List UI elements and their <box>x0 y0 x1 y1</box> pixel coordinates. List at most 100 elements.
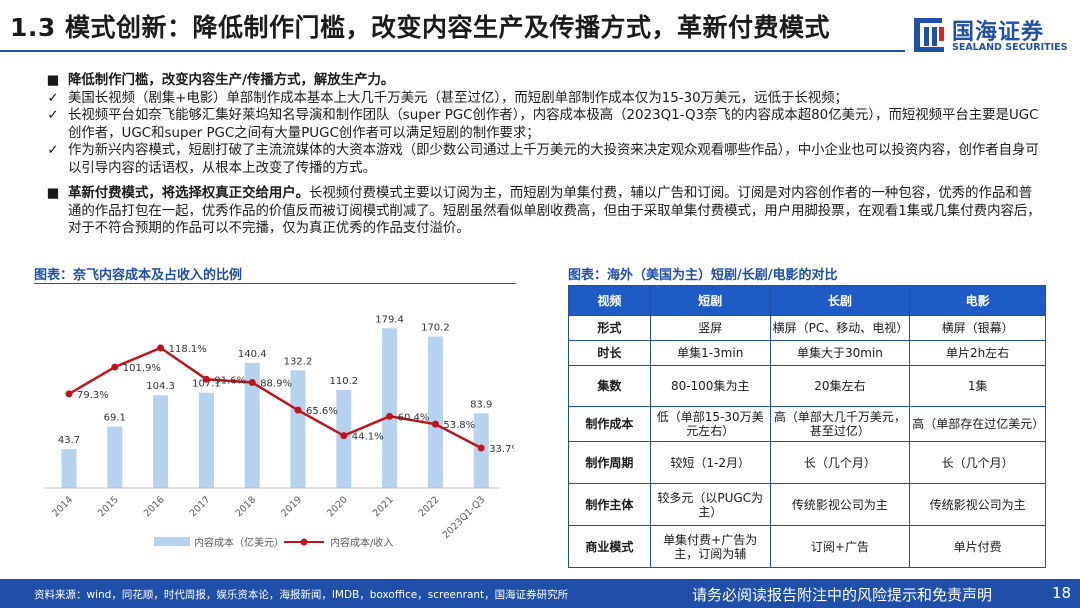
bullet-heading-2: ■ 革新付费模式，将选择权真正交给用户。长视频付费模式主要以订阅为主，而短剧为单… <box>44 185 1044 238</box>
legend-line-dot <box>300 538 308 546</box>
ratio-value-label: 88.9% <box>260 379 292 390</box>
table-cell: 单片2h左右 <box>909 340 1046 366</box>
x-tick-label: 2016 <box>142 494 167 519</box>
page-number: 18 <box>1052 584 1072 602</box>
page-title: 1.3 模式创新：降低制作门槛，改变内容生产及传播方式，革新付费模式 <box>10 13 830 42</box>
table-row-label: 集数 <box>568 365 651 407</box>
check-icon: ✓ <box>47 143 59 158</box>
bullet-item: ✓ 美国长视频（剧集+电影）单部制作成本基本上大几千万美元（甚至过亿），而短剧单… <box>44 90 1044 108</box>
ratio-point-2015 <box>111 363 119 371</box>
table-row: 制作周期 较短（1-2月） 长（几个月） 长（几个月） <box>568 441 1046 484</box>
table-cell: 横屏（银幕） <box>909 315 1046 341</box>
table-row: 形式 竖屏 横屏（PC、移动、电视） 横屏（银幕） <box>568 315 1046 341</box>
bar-value-label: 170.2 <box>421 323 450 334</box>
ratio-value-label: 101.9% <box>123 363 161 374</box>
ratio-point-2017 <box>202 375 210 383</box>
bullet-list: ■ 降低制作门槛，改变内容生产/传播方式，解放生产力。 ✓ 美国长视频（剧集+电… <box>44 72 1044 238</box>
bar-2018 <box>244 363 260 488</box>
bar-value-label: 110.2 <box>329 376 358 387</box>
bar-value-label: 140.4 <box>238 349 267 360</box>
bar-2014 <box>61 449 77 488</box>
ratio-value-label: 44.1% <box>352 432 384 443</box>
table-row: 时长 单集1-3min 单集大于30min 单片2h左右 <box>568 340 1046 366</box>
bar-value-label: 83.9 <box>470 399 492 410</box>
table-cell: 订阅+广告 <box>769 525 911 568</box>
table-cell: 单片付费 <box>909 525 1046 568</box>
logo-text-cn: 国海证券 <box>952 20 1045 45</box>
x-tick-label: 2018 <box>233 494 258 519</box>
table-header-cell: 短剧 <box>649 285 771 316</box>
table-cell: 高（单部大几千万美元，甚至过亿） <box>769 406 911 442</box>
x-tick-label: 2019 <box>279 494 304 519</box>
table-header-cell: 电影 <box>909 285 1046 316</box>
bar-value-label: 179.4 <box>375 314 404 325</box>
bullet-heading-1: ■ 降低制作门槛，改变内容生产/传播方式，解放生产力。 <box>44 72 1044 90</box>
table-cell: 较多元（以PUGC为主） <box>649 483 771 526</box>
bar-2016 <box>153 395 169 488</box>
table-cell: 传统影视公司为主 <box>909 483 1046 526</box>
ratio-value-label: 79.3% <box>77 390 109 401</box>
ratio-value-label: 118.1% <box>169 344 207 355</box>
comparison-table: 视频 短剧 长剧 电影 形式 竖屏 横屏（PC、移动、电视） 横屏（银幕） 时长… <box>568 285 1046 568</box>
square-bullet-icon: ■ <box>46 186 60 201</box>
x-tick-label: 2014 <box>50 494 75 519</box>
x-tick-label: 2015 <box>96 494 121 519</box>
ratio-value-label: 91.6% <box>214 375 246 386</box>
table-header-row: 视频 短剧 长剧 电影 <box>568 285 1046 316</box>
table-cell: 1集 <box>909 365 1046 407</box>
ratio-point-2018 <box>248 379 256 387</box>
x-tick-label: 2021 <box>371 494 396 519</box>
source-note: 资料来源：wind，同花顺，时代周报，娱乐资本论，海报新闻，IMDB，boxof… <box>34 589 569 601</box>
x-tick-label: 2023Q1-Q3 <box>441 494 488 541</box>
table-cell: 单集付费+广告为主，订阅为辅 <box>649 525 771 568</box>
bar-value-label: 43.7 <box>58 435 80 446</box>
ratio-value-label: 60.4% <box>398 412 430 423</box>
ratio-point-2020 <box>340 432 348 440</box>
table-cell: 传统影视公司为主 <box>769 483 911 526</box>
table-cell: 单集大于30min <box>769 340 911 366</box>
table-row-label: 制作主体 <box>568 483 651 526</box>
figure-title-table: 图表：海外（美国为主）短剧/长剧/电影的对比 <box>568 268 838 283</box>
table-row-label: 制作成本 <box>568 406 651 442</box>
x-tick-label: 2022 <box>417 494 442 519</box>
legend-bar-swatch <box>154 537 190 546</box>
check-icon: ✓ <box>47 108 59 123</box>
table-row: 集数 80-100集为主 20集左右 1集 <box>568 365 1046 407</box>
table-row-label: 商业模式 <box>568 525 651 568</box>
bar-2019 <box>290 370 306 488</box>
x-tick-label: 2020 <box>325 494 350 519</box>
table-header-cell: 长剧 <box>769 285 911 316</box>
bar-2022 <box>427 336 443 488</box>
figure-divider <box>34 283 516 284</box>
table-cell: 横屏（PC、移动、电视） <box>769 315 911 341</box>
ratio-point-2019 <box>294 406 302 414</box>
table-cell: 长（几个月） <box>769 441 911 484</box>
bullet-item: ✓ 长视频平台如奈飞能够汇集好莱坞知名导演和制作团队（super PGC创作者）… <box>44 107 1044 142</box>
ratio-line <box>68 346 482 450</box>
ratio-value-label: 65.6% <box>306 406 338 417</box>
bullet-item: ✓ 作为新兴内容模式，短剧打破了主流流媒体的大资本游戏（即少数公司通过上千万美元… <box>44 142 1044 177</box>
bar-2021 <box>382 328 398 488</box>
table-cell: 低（单部15-30万美元左右） <box>649 406 771 442</box>
check-icon: ✓ <box>47 90 59 106</box>
table-row-label: 制作周期 <box>568 441 651 484</box>
ratio-value-label: 53.8% <box>443 420 475 431</box>
table-row: 制作主体 较多元（以PUGC为主） 传统影视公司为主 传统影视公司为主 <box>568 483 1046 526</box>
table-cell: 20集左右 <box>769 365 911 407</box>
bar-2015 <box>107 426 123 488</box>
bar-2017 <box>198 392 214 488</box>
company-logo: 国海证券 SEALAND SECURITIES <box>912 12 1072 62</box>
bar-value-label: 132.2 <box>284 356 313 367</box>
ratio-value-label: 33.7% <box>489 444 514 455</box>
ratio-point-2021 <box>386 412 394 420</box>
table-cell: 单集1-3min <box>649 340 771 366</box>
logo-text-en: SEALAND SECURITIES <box>952 42 1068 53</box>
legend-line-label: 内容成本/收入 <box>330 536 393 549</box>
table-cell: 较短（1-2月） <box>649 441 771 484</box>
netflix-content-cost-chart: 43.7 69.1 104.3 107.1 140.4 132.2 110.2 179.4 17… <box>44 314 514 549</box>
ratio-point-2022 <box>431 420 439 428</box>
table-cell: 竖屏 <box>649 315 771 341</box>
figure-title-chart: 图表：奈飞内容成本及占收入的比例 <box>34 268 243 283</box>
table-row: 商业模式 单集付费+广告为主，订阅为辅 订阅+广告 单片付费 <box>568 525 1046 568</box>
table-cell: 长（几个月） <box>909 441 1046 484</box>
